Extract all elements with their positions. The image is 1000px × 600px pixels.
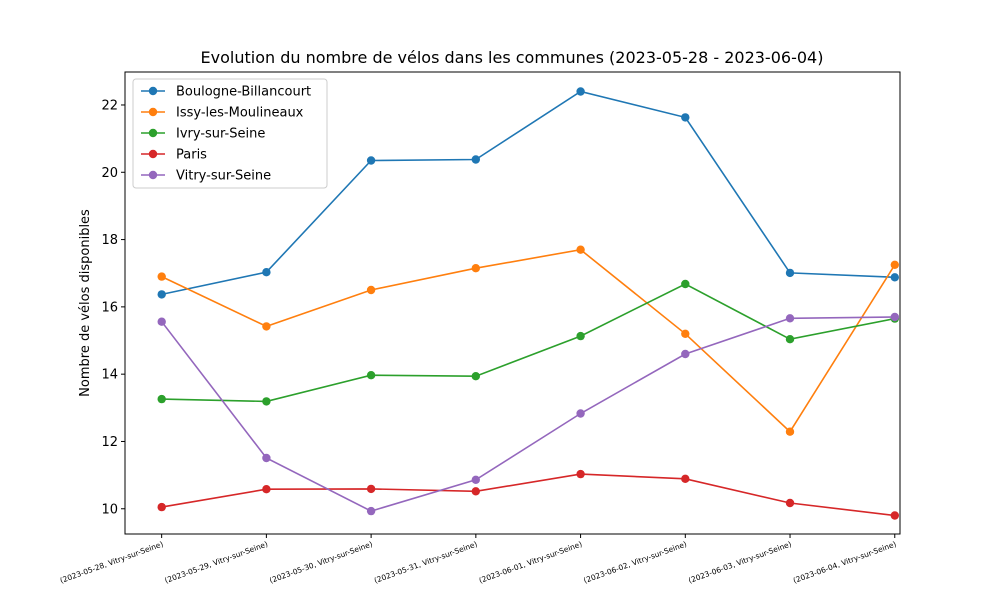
legend-marker	[148, 128, 158, 138]
data-point	[890, 273, 899, 282]
legend-entry: Vitry-sur-Seine	[141, 169, 271, 184]
data-point	[471, 264, 480, 273]
data-point	[681, 474, 690, 483]
data-point	[366, 156, 376, 165]
data-point	[471, 487, 480, 496]
legend-box	[132, 78, 328, 189]
data-point	[576, 87, 585, 96]
legend-marker	[148, 170, 158, 180]
data-point	[366, 285, 376, 295]
x-tick-label: (2023-06-02, Vitry-sur-Seine)	[582, 539, 688, 585]
data-point	[157, 502, 166, 512]
series-line	[161, 90, 895, 296]
data-point	[471, 155, 480, 164]
series-0	[157, 87, 899, 299]
data-point	[576, 331, 585, 341]
series-1	[157, 245, 899, 436]
x-tick-label: (2023-05-29, Vitry-sur-Seine)	[163, 539, 269, 585]
y-axis-label: Nombre de vélos disponibles	[78, 209, 93, 397]
data-point	[366, 371, 376, 380]
series-3	[157, 469, 899, 520]
data-point	[471, 372, 480, 381]
x-tick-label: (2023-05-30, Vitry-sur-Seine)	[268, 539, 374, 585]
data-point	[262, 397, 271, 406]
series-2	[157, 279, 899, 406]
legend-entry: Paris	[141, 148, 207, 163]
series-line	[161, 248, 896, 433]
x-tick-label: (2023-06-03, Vitry-sur-Seine)	[687, 539, 793, 585]
data-point	[157, 290, 166, 299]
data-point	[576, 469, 585, 479]
y-tick-label: 22	[101, 98, 118, 113]
legend-marker	[148, 149, 158, 159]
data-point	[785, 427, 795, 436]
x-tick-label: (2023-06-01, Vitry-sur-Seine)	[478, 539, 584, 585]
legend-label: Issy-les-Moulineaux	[176, 106, 304, 121]
data-point	[681, 329, 690, 338]
legend-label: Boulogne-Billancourt	[176, 85, 311, 100]
y-tick-label: 20	[101, 166, 118, 181]
data-point	[366, 484, 376, 494]
y-tick-label: 14	[101, 368, 118, 383]
data-point	[785, 498, 795, 508]
data-point	[785, 335, 795, 344]
data-point	[785, 314, 795, 323]
data-point	[681, 349, 690, 359]
legend-label: Paris	[176, 148, 207, 163]
data-point	[157, 394, 166, 404]
y-tick-label: 10	[101, 502, 118, 517]
x-tick-label: (2023-05-28, Vitry-sur-Seine)	[59, 539, 165, 585]
y-tick-label: 12	[101, 435, 118, 450]
legend-entry: Issy-les-Moulineaux	[141, 106, 304, 121]
data-point	[576, 245, 585, 254]
legend-entry: Boulogne-Billancourt	[141, 85, 311, 100]
x-tick-label: (2023-05-31, Vitry-sur-Seine)	[373, 539, 479, 585]
legend-label: Ivry-sur-Seine	[176, 127, 265, 142]
plot-area	[157, 87, 899, 520]
data-point	[157, 272, 166, 281]
data-point	[262, 453, 271, 463]
data-point	[890, 511, 899, 520]
data-point	[681, 279, 690, 289]
series-line	[161, 473, 895, 517]
chart-title: Evolution du nombre de vélos dans les co…	[201, 48, 824, 67]
data-point	[785, 268, 795, 278]
plot-frame	[124, 71, 901, 535]
legend-entry: Ivry-sur-Seine	[141, 127, 265, 142]
data-point	[576, 409, 585, 418]
legend-marker	[148, 107, 158, 117]
data-point	[681, 113, 690, 122]
data-point	[366, 506, 376, 516]
data-point	[157, 317, 166, 326]
data-point	[890, 312, 899, 322]
legend-label: Vitry-sur-Seine	[176, 169, 271, 184]
data-point	[262, 322, 271, 331]
series-4	[157, 312, 899, 516]
data-point	[890, 260, 899, 269]
series-line	[161, 316, 895, 512]
y-tick-label: 16	[101, 300, 118, 315]
data-point	[471, 475, 480, 484]
legend: Boulogne-Billancourt Issy-les-Moulineaux I…	[132, 78, 328, 189]
series-line	[161, 283, 895, 403]
x-tick-label: (2023-06-04, Vitry-sur-Seine)	[792, 539, 898, 585]
legend-marker	[148, 86, 158, 96]
data-point	[262, 268, 271, 277]
data-point	[262, 485, 271, 494]
y-tick-label: 18	[101, 233, 118, 248]
